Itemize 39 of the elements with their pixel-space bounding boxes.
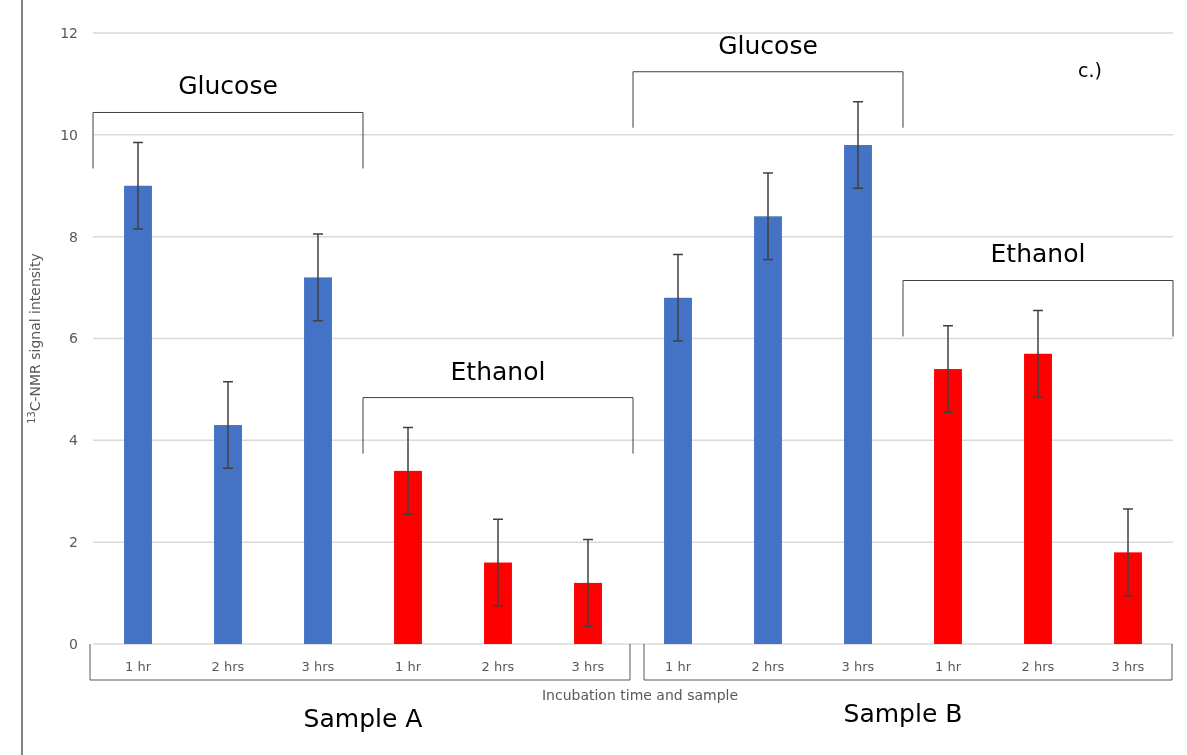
x-tick-label: 2 hrs [751, 659, 785, 674]
bar [664, 297, 692, 644]
bar [124, 185, 152, 644]
bar [754, 216, 782, 644]
y-tick-label: 8 [69, 228, 78, 245]
x-tick-label: 3 hrs [841, 659, 875, 674]
annotation: Glucose [178, 71, 278, 101]
bar [1114, 552, 1142, 644]
y-tick-label: 10 [60, 126, 78, 143]
x-tick-label: 1 hr [665, 659, 692, 674]
bar [1024, 353, 1052, 644]
y-tick-label: 12 [60, 24, 78, 41]
x-tick-label: 3 hrs [571, 659, 605, 674]
bar [844, 145, 872, 644]
x-tick-label: 2 hrs [211, 659, 245, 674]
annotation: c.) [1078, 59, 1102, 81]
annotation: Ethanol [990, 239, 1086, 269]
x-tick-label: 1 hr [395, 659, 422, 674]
bar [574, 582, 602, 644]
x-axis-title: Incubation time and sample [541, 687, 739, 703]
x-tick-label: 2 hrs [1021, 659, 1055, 674]
bar [934, 369, 962, 644]
y-tick-label: 2 [69, 534, 78, 551]
x-tick-label: 3 hrs [301, 659, 335, 674]
x-tick-label: 1 hr [935, 659, 962, 674]
x-tick-label: 2 hrs [481, 659, 515, 674]
y-tick-label: 0 [69, 635, 78, 652]
y-tick-label: 6 [69, 330, 79, 347]
bar [304, 277, 332, 644]
annotation: Ethanol [450, 356, 546, 386]
text: Sample B [843, 699, 963, 728]
annotation: Glucose [718, 30, 818, 60]
bar [394, 470, 422, 644]
x-tick-label: 3 hrs [1111, 659, 1145, 674]
bar [214, 425, 242, 644]
x-tick-label: 1 hr [125, 659, 152, 674]
text: Sample A [303, 704, 423, 733]
y-tick-label: 4 [69, 432, 79, 449]
bar [484, 562, 512, 644]
